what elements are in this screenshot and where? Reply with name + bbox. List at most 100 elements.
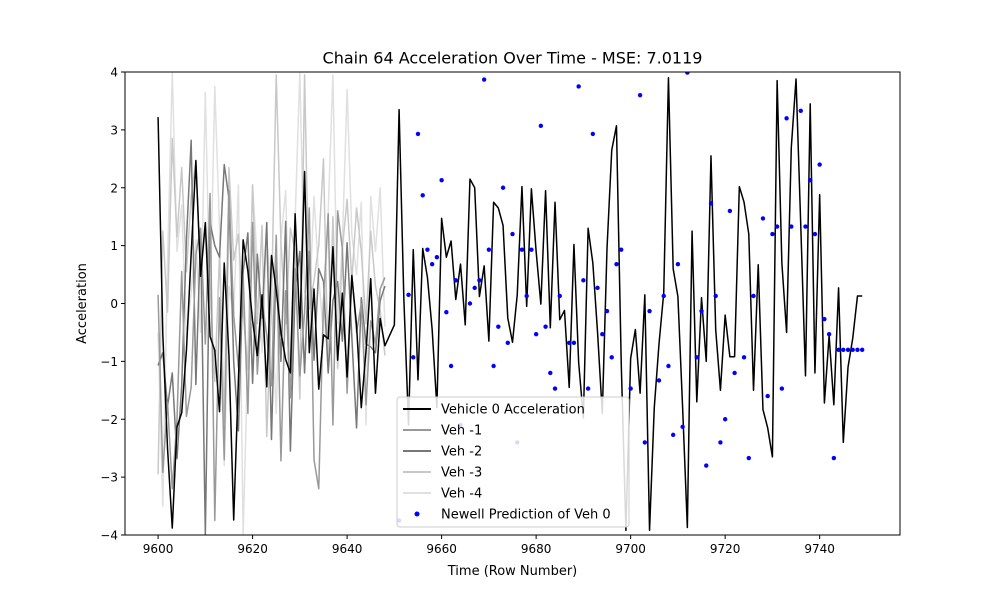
prediction-point [812,231,818,237]
prediction-point [784,116,789,121]
prediction-point [609,355,614,360]
prediction-point [817,162,822,167]
prediction-point [420,193,425,198]
y-tick-label: −2 [100,413,118,427]
prediction-point [798,108,803,113]
prediction-point [628,386,633,391]
prediction-point [760,216,766,221]
prediction-point [836,347,841,352]
legend-box [396,396,630,528]
prediction-point [415,131,421,137]
x-tick-label: 9600 [143,542,174,556]
prediction-point [481,77,487,82]
prediction-point [765,393,770,399]
prediction-point [746,455,751,461]
x-tick-label: 9720 [710,542,741,556]
prediction-point [571,340,577,346]
x-tick-label: 9620 [237,542,268,556]
prediction-point [774,224,780,229]
prediction-point [538,123,544,129]
prediction-point [670,432,676,438]
prediction-point [727,208,733,214]
prediction-point [741,355,747,360]
plot-area [157,72,865,535]
prediction-point [439,178,444,183]
prediction-point [600,331,605,337]
prediction-point [581,278,586,283]
prediction-point [713,293,718,299]
prediction-point [472,285,477,291]
y-tick-label: 3 [110,123,118,137]
prediction-point [411,355,416,360]
prediction-point [699,308,704,314]
prediction-point [803,224,808,229]
prediction-point [567,340,572,346]
prediction-point [770,231,775,237]
prediction-point [826,331,832,337]
y-axis-label: Acceleration [75,263,90,344]
prediction-point [425,247,430,252]
prediction-point [585,386,591,391]
prediction-point [789,224,794,229]
legend-label: Newell Prediction of Veh 0 [441,508,611,523]
prediction-point [718,440,723,445]
prediction-point [444,309,449,315]
prediction-point [732,370,737,376]
prediction-point [595,285,600,291]
chart-title: Chain 64 Acceleration Over Time - MSE: 7… [323,49,703,68]
prediction-point [548,370,553,376]
series-line-vehicle-0-acceleration [157,77,863,532]
prediction-point [618,247,624,252]
prediction-point [614,261,619,267]
prediction-point [647,308,652,314]
prediction-point [510,231,515,237]
x-tick-label: 9640 [332,542,363,556]
prediction-point [453,278,458,283]
prediction-point [841,347,846,352]
prediction-point [822,316,827,322]
prediction-point [477,278,482,283]
prediction-point [808,178,813,183]
y-tick-label: 2 [110,181,118,195]
y-tick-label: −3 [100,471,118,485]
prediction-point [434,255,440,260]
y-tick-label: 4 [110,66,118,80]
legend: Vehicle 0 Acceleration Veh -1 Veh -2 Veh -3… [396,396,630,528]
prediction-point [543,324,548,329]
legend-label: Veh -3 [441,466,482,481]
y-tick-label: 0 [110,297,118,311]
prediction-point [685,72,690,75]
prediction-point [831,455,837,461]
prediction-point [429,261,435,267]
series-line-veh-2 [157,139,386,535]
prediction-point [519,247,525,252]
series-line-veh-1 [157,189,386,522]
y-axis: −4 −3 −2 −1 0 1 2 3 4 [100,66,125,543]
legend-label: Veh -1 [441,424,482,439]
prediction-point [486,247,492,252]
prediction-point [661,293,666,299]
x-axis: 9600 9620 9640 9660 9680 9700 9720 9740 [143,535,835,556]
prediction-point [859,347,865,352]
prediction-point [779,386,785,391]
prediction-point [557,293,562,299]
prediction-point [533,331,539,337]
prediction-point [406,292,411,298]
prediction-point [722,417,728,422]
prediction-point [666,363,671,369]
prediction-point [491,363,496,369]
prediction-point [855,347,860,352]
prediction-point [845,347,851,352]
prediction-point [590,131,596,137]
x-tick-label: 9680 [521,542,552,556]
x-tick-label: 9700 [615,542,646,556]
y-tick-label: 1 [110,239,118,253]
prediction-point [642,440,648,445]
y-tick-label: −1 [100,355,118,369]
legend-label: Veh -2 [441,445,482,460]
prediction-point [675,261,681,267]
prediction-point [576,84,581,89]
x-tick-label: 9740 [804,542,835,556]
prediction-point [604,308,610,314]
